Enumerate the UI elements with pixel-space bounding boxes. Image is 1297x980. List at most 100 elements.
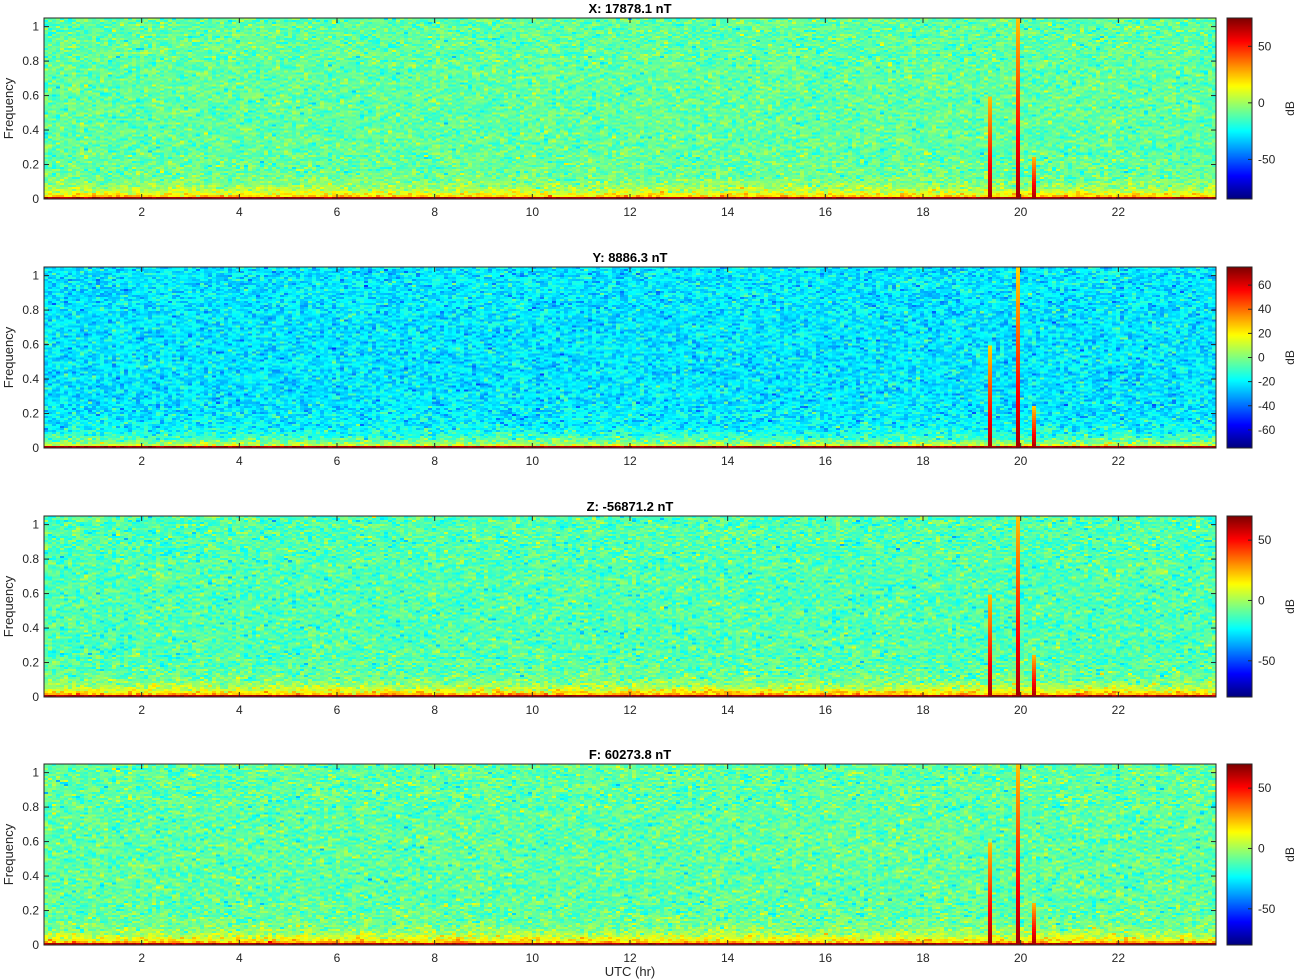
spectrogram-image	[44, 764, 1216, 945]
x-tick-label: 2	[138, 454, 145, 468]
y-axis-label: Frequency	[1, 326, 16, 388]
y-tick-label: 1	[32, 518, 39, 532]
x-tick-label: 2	[138, 703, 145, 717]
x-tick-label: 14	[721, 951, 735, 965]
y-tick-label: 1	[32, 20, 39, 34]
y-tick-label: 0.2	[22, 904, 39, 918]
y-tick-label: 0	[32, 938, 39, 952]
y-tick-label: 0.6	[22, 89, 39, 103]
x-tick-label: 16	[819, 703, 833, 717]
panel-title: Z: -56871.2 nT	[587, 499, 674, 514]
x-tick-label: 14	[721, 205, 735, 219]
y-tick-label: 0.8	[22, 54, 39, 68]
x-tick-label: 20	[1014, 454, 1028, 468]
colorbar-tick-label: -50	[1258, 152, 1276, 166]
y-tick-label: 0.8	[22, 303, 39, 317]
colorbar-tick-label: 60	[1258, 278, 1272, 292]
colorbar-label: dB	[1283, 101, 1297, 116]
y-tick-label: 0.2	[22, 407, 39, 421]
x-tick-label: 12	[623, 454, 637, 468]
x-tick-label: 20	[1014, 703, 1028, 717]
x-tick-label: 18	[916, 205, 930, 219]
colorbar-tick-label: 50	[1258, 781, 1272, 795]
colorbar-tick-label: -50	[1258, 654, 1276, 668]
x-tick-label: 6	[334, 703, 341, 717]
colorbar-tick-label: 0	[1258, 96, 1265, 110]
spectrogram-panel-2: 2 4 6 8 10 12 14 16 18 20 22 0 0.2 0.4 0.6 0.8 1 Y: 8886.…	[1, 250, 1297, 468]
x-tick-label: 12	[623, 951, 637, 965]
x-tick-label: 22	[1112, 951, 1126, 965]
y-tick-label: 0.2	[22, 656, 39, 670]
x-tick-label: 8	[431, 951, 438, 965]
x-tick-label: 4	[236, 454, 243, 468]
y-axis-label: Frequency	[1, 77, 16, 139]
y-tick-label: 0.6	[22, 835, 39, 849]
colorbar-frame	[1226, 763, 1253, 946]
x-tick-label: 10	[526, 454, 540, 468]
x-tick-label: 12	[623, 703, 637, 717]
y-tick-label: 0.8	[22, 552, 39, 566]
x-tick-label: 8	[431, 703, 438, 717]
colorbar-tick-label: 50	[1258, 533, 1272, 547]
colorbar-frame	[1226, 515, 1253, 698]
panel-title: Y: 8886.3 nT	[593, 250, 668, 265]
y-tick-label: 0	[32, 690, 39, 704]
y-axis-label: Frequency	[1, 823, 16, 885]
x-tick-label: 10	[526, 703, 540, 717]
colorbar-gradient	[1227, 764, 1252, 945]
x-tick-label: 4	[236, 205, 243, 219]
y-tick-label: 0.8	[22, 800, 39, 814]
x-axis-label: UTC (hr)	[605, 964, 656, 979]
x-tick-label: 18	[916, 454, 930, 468]
x-tick-label: 10	[526, 205, 540, 219]
colorbar-tick-label: 20	[1258, 326, 1272, 340]
x-tick-label: 16	[819, 205, 833, 219]
spectrogram-image	[44, 18, 1216, 199]
x-tick-label: 22	[1112, 205, 1126, 219]
x-tick-label: 14	[721, 703, 735, 717]
x-tick-label: 12	[623, 205, 637, 219]
x-tick-label: 20	[1014, 951, 1028, 965]
colorbar-tick-label: 0	[1258, 351, 1265, 365]
y-tick-label: 1	[32, 766, 39, 780]
spectrogram-image	[44, 516, 1216, 697]
x-tick-label: 18	[916, 703, 930, 717]
spectrogram-image	[44, 267, 1216, 448]
colorbar-tick-label: -50	[1258, 902, 1276, 916]
x-tick-label: 8	[431, 205, 438, 219]
colorbar-tick-label: 0	[1258, 593, 1265, 607]
colorbar-frame	[1226, 17, 1253, 200]
colorbar-label: dB	[1283, 847, 1297, 862]
x-tick-label: 20	[1014, 205, 1028, 219]
x-tick-label: 14	[721, 454, 735, 468]
panel-title: X: 17878.1 nT	[588, 1, 671, 16]
x-tick-label: 10	[526, 951, 540, 965]
y-tick-label: 1	[32, 269, 39, 283]
y-tick-label: 0.4	[22, 621, 39, 635]
y-tick-label: 0	[32, 441, 39, 455]
y-tick-label: 0.4	[22, 123, 39, 137]
colorbar-tick-label: 40	[1258, 302, 1272, 316]
y-tick-label: 0.4	[22, 869, 39, 883]
spectrogram-panel-3: 2 4 6 8 10 12 14 16 18 20 22 0 0.2 0.4 0.6 0.8 1 Z: -5687…	[1, 499, 1297, 717]
x-tick-label: 18	[916, 951, 930, 965]
y-tick-label: 0.6	[22, 338, 39, 352]
x-tick-label: 2	[138, 205, 145, 219]
colorbar-tick-label: -20	[1258, 375, 1276, 389]
y-tick-label: 0.2	[22, 158, 39, 172]
x-tick-label: 6	[334, 951, 341, 965]
y-tick-label: 0	[32, 192, 39, 206]
x-tick-label: 4	[236, 703, 243, 717]
x-tick-label: 22	[1112, 703, 1126, 717]
x-tick-label: 22	[1112, 454, 1126, 468]
y-axis-label: Frequency	[1, 575, 16, 637]
colorbar-label: dB	[1283, 350, 1297, 365]
colorbar-tick-label: 50	[1258, 39, 1272, 53]
colorbar-gradient	[1227, 267, 1252, 448]
panel-title: F: 60273.8 nT	[589, 747, 671, 762]
colorbar-gradient	[1227, 18, 1252, 199]
colorbar-gradient	[1227, 516, 1252, 697]
x-tick-label: 4	[236, 951, 243, 965]
